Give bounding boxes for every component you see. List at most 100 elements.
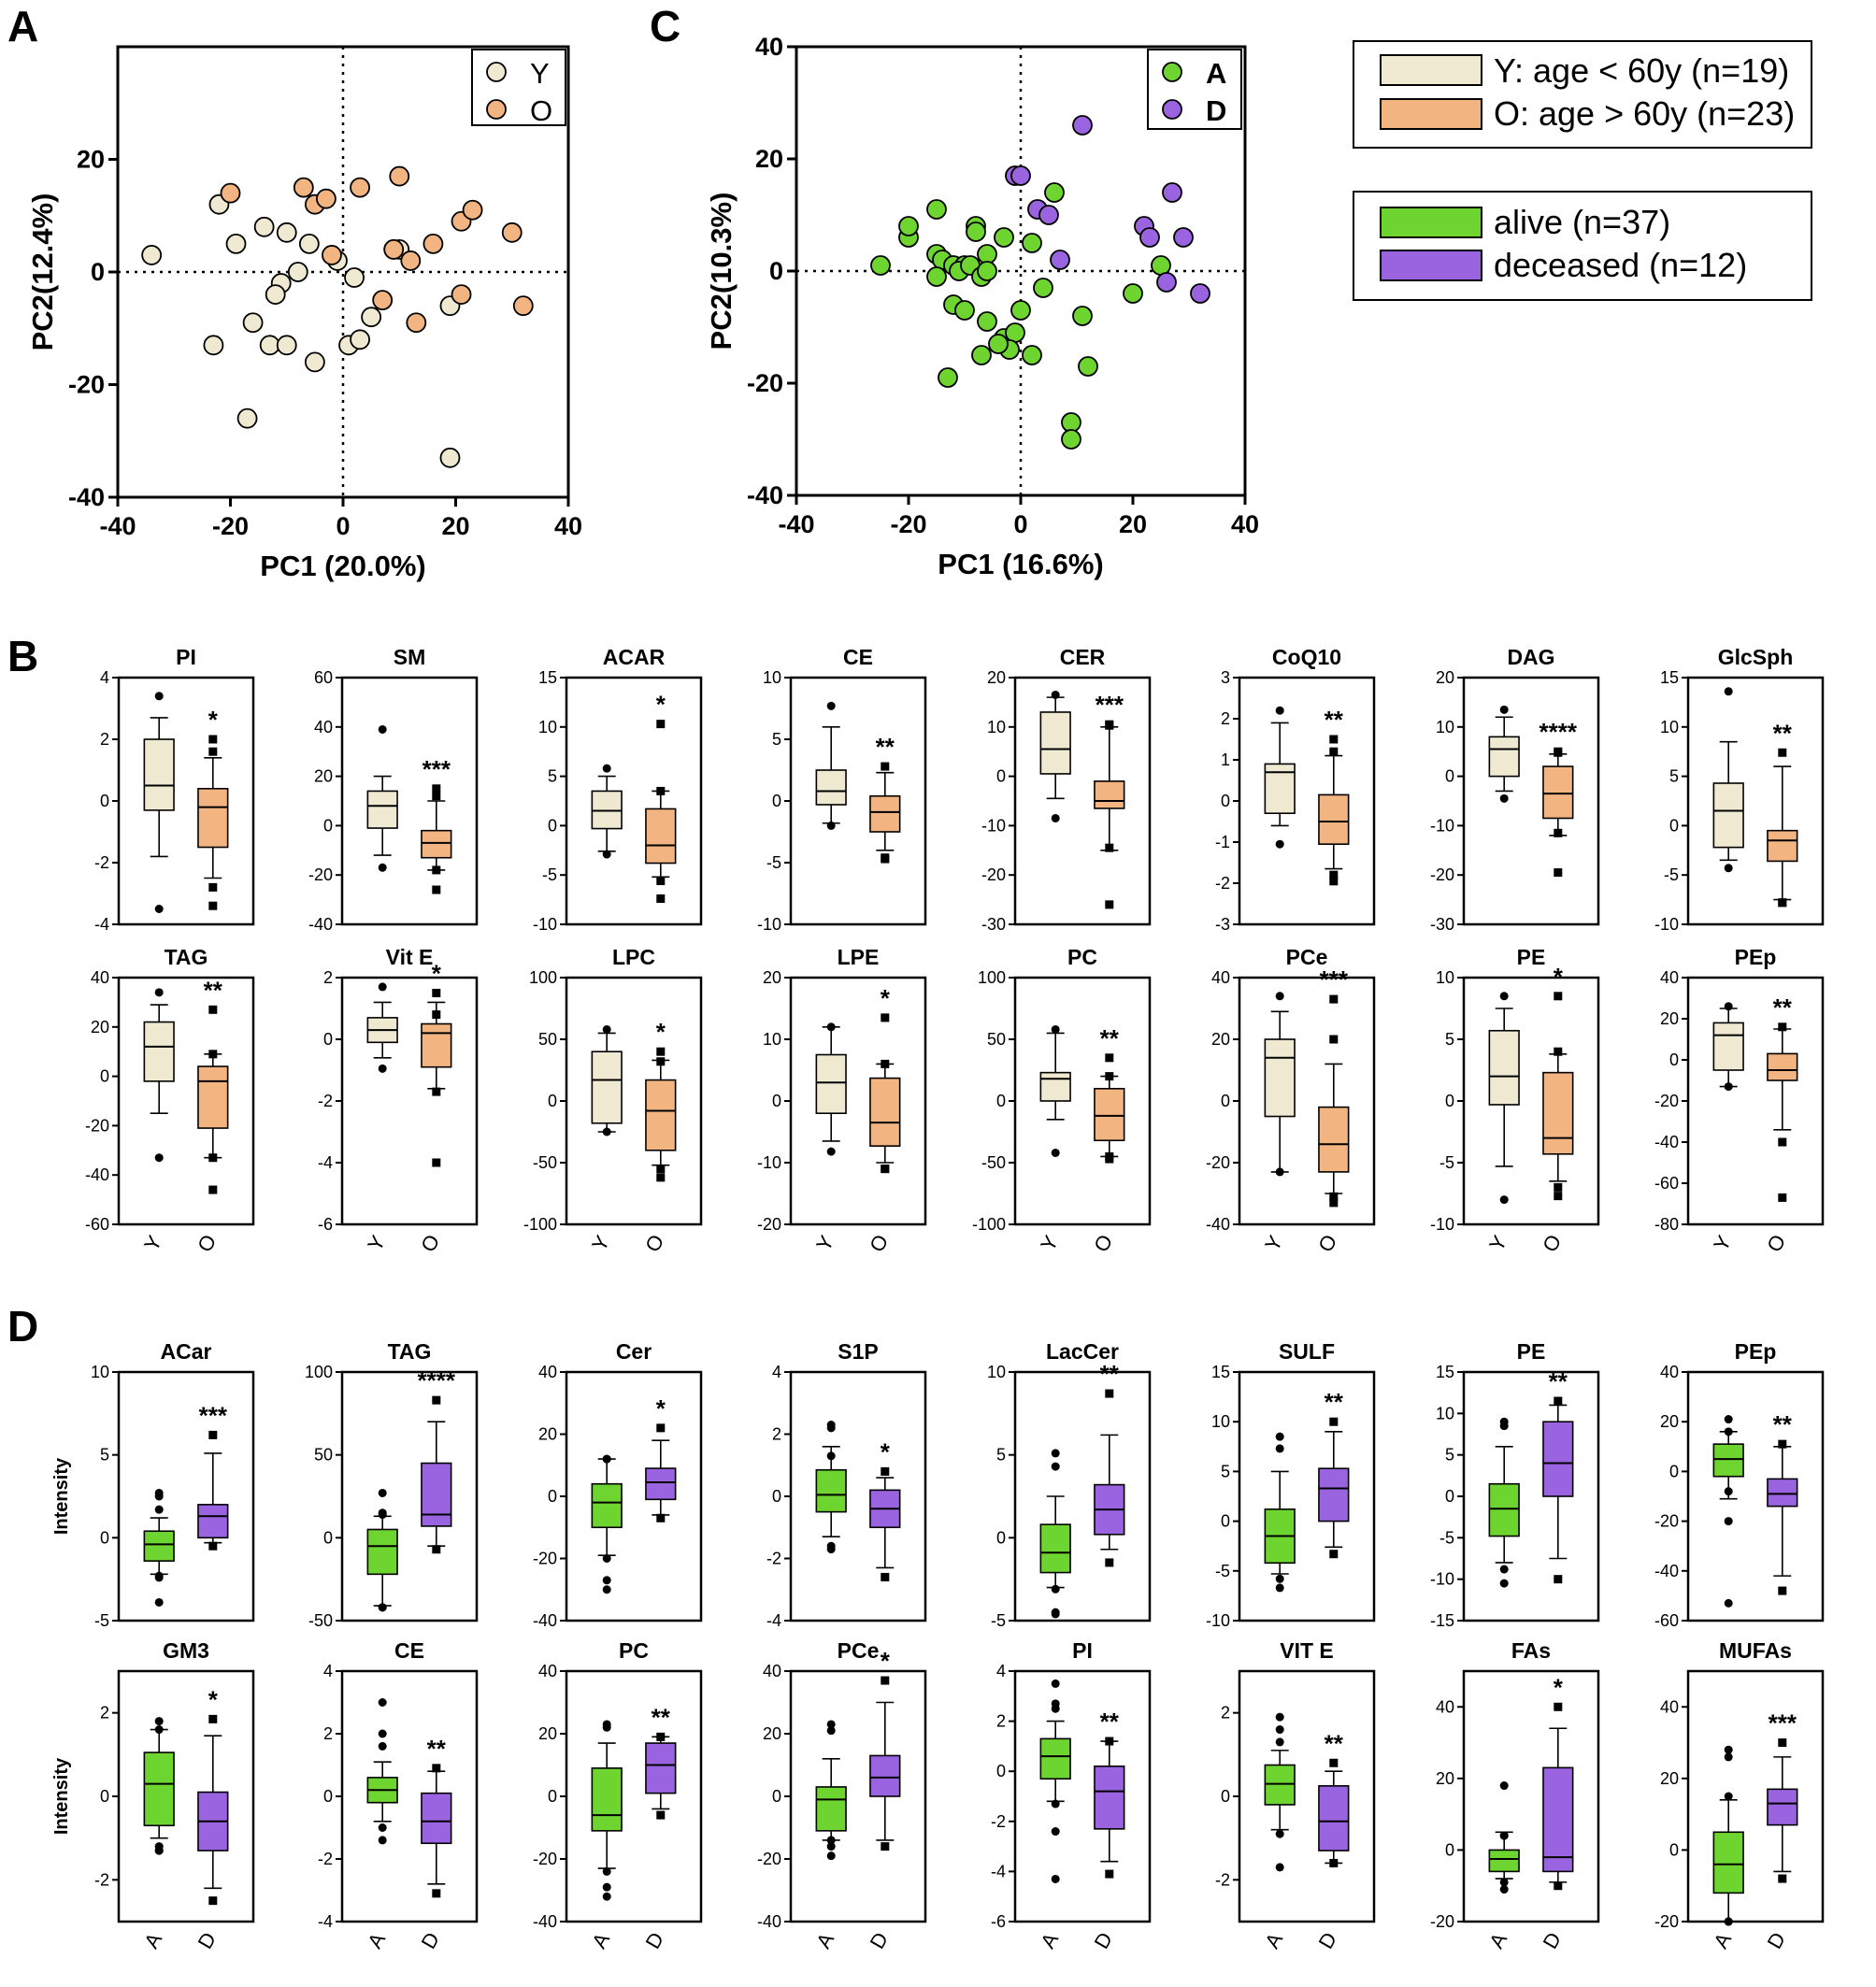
y-tick-label: -40 [1206, 1215, 1230, 1234]
y-tick-label: 40 [91, 968, 109, 987]
outlier-point [432, 1764, 441, 1773]
y-tick-label: 0 [100, 1528, 109, 1547]
y-tick-label: -5 [991, 1611, 1006, 1630]
outlier-point [208, 901, 218, 910]
scatter-point-o [400, 250, 422, 271]
y-tick-label: -2 [318, 1850, 333, 1868]
outlier-point [656, 877, 666, 886]
significance-marker: * [208, 1685, 219, 1713]
outlier-point [154, 692, 164, 701]
y-tick-label: 0 [323, 1787, 333, 1806]
iqr-box-a [591, 1767, 623, 1832]
scatter-point-y [242, 312, 264, 334]
x-tick-label: 0 [1013, 510, 1027, 538]
iqr-box-d [421, 1792, 452, 1845]
outlier-point [1724, 1517, 1733, 1526]
outlier-point [1275, 1574, 1284, 1583]
y-tick-label: 4 [772, 1363, 781, 1381]
scatter-plot-a: -40 -20 0 20 40 -40 -20 0 20 PC1 (20.0%) PC2(12.4%… [26, 45, 582, 582]
scatter-point-o [406, 312, 427, 334]
y-axis-label: PC2(10.3%) [705, 193, 738, 350]
significance-marker: ** [1100, 1024, 1120, 1052]
outlier-point [1499, 992, 1509, 1001]
outlier-point [1499, 705, 1509, 714]
iqr-box-a [1488, 1482, 1520, 1537]
outlier-point [656, 1165, 666, 1174]
y-tick-label: -20 [757, 1850, 781, 1868]
outlier-point [208, 882, 218, 892]
y-tick-label: 5 [1221, 1462, 1230, 1480]
scatter-point-y [141, 245, 163, 265]
outlier-point [1554, 1396, 1563, 1406]
boxplot-title: CoQ10 [1272, 645, 1341, 669]
outlier-point [1051, 1679, 1060, 1688]
iqr-box-o [1767, 829, 1798, 863]
scatter-point-o [512, 295, 534, 317]
iqr-box-a [1039, 1523, 1071, 1574]
y-tick-label: 0 [1221, 1512, 1230, 1531]
iqr-box-y [1712, 1022, 1744, 1071]
boxplot-cer: CER -30 -20 -10 0 10 20 *** [981, 645, 1152, 934]
y-tick-label: -5 [94, 1611, 109, 1630]
y-tick-label: 5 [1445, 1446, 1454, 1465]
y-tick-label: -4 [94, 915, 109, 934]
boxplot-title: LPE [838, 945, 880, 969]
outlier-point [1329, 1550, 1339, 1559]
boxplot-title: FAs [1511, 1638, 1551, 1663]
y-tick-label: -2 [318, 1092, 333, 1110]
scatter-point-d [1010, 165, 1031, 186]
panel-label-b: B [7, 632, 38, 680]
outlier-point [1724, 1082, 1733, 1092]
plot-frame [1013, 1669, 1152, 1923]
outlier-point [602, 850, 611, 859]
y-tick-label: 20 [77, 146, 105, 174]
plot-frame [1013, 1370, 1152, 1622]
outlier-point [208, 1714, 218, 1723]
y-tick-label: 0 [91, 258, 105, 286]
significance-marker: * [881, 1647, 891, 1675]
significance-marker: *** [1320, 965, 1349, 994]
y-tick-label: 10 [1660, 718, 1679, 736]
panel-label-c: C [650, 2, 680, 50]
outlier-point [1499, 793, 1509, 803]
y-axis-label: Intensity [51, 1757, 72, 1835]
legend-label-young: Y: age < 60y (n=19) [1494, 51, 1789, 90]
outlier-point [602, 1866, 611, 1876]
y-tick-label: 5 [1669, 767, 1679, 786]
legend-marker-a [1162, 62, 1182, 82]
x-axis-label: PC1 (16.6%) [938, 548, 1103, 580]
y-tick-label: -10 [1206, 1611, 1230, 1630]
y-tick-label: -5 [1439, 1528, 1454, 1547]
scatter-point-y [225, 233, 247, 254]
legend-marker-y [486, 62, 507, 82]
boxplot-coq10: CoQ10 -3 -2 -1 0 1 2 3 ** [1215, 645, 1376, 934]
iqr-box-o [1094, 780, 1125, 809]
outlier-point [154, 1597, 164, 1607]
outlier-point [826, 821, 836, 830]
significance-marker: * [656, 1018, 666, 1046]
scatter-point-a [1022, 233, 1042, 253]
boxplot-ce: CE -10 -5 0 5 10 ** [757, 645, 927, 934]
y-tick-label: 15 [1436, 1363, 1454, 1381]
significance-marker: ** [1773, 1410, 1793, 1438]
y-tick-label: -20 [1654, 1092, 1679, 1110]
y-tick-label: -5 [766, 853, 781, 872]
scatter-point-a [977, 261, 997, 281]
boxplot-title: PEp [1735, 945, 1777, 969]
scatter-point-y [361, 307, 382, 328]
outlier-point [378, 982, 387, 992]
y-tick-label: 0 [772, 1092, 781, 1110]
outlier-point [1051, 1874, 1060, 1883]
outlier-point [378, 863, 387, 872]
iqr-box-o [869, 794, 901, 833]
y-tick-label: -30 [981, 915, 1006, 934]
outlier-point [1051, 1024, 1060, 1034]
iqr-box-y [1039, 711, 1071, 775]
iqr-box-y [815, 769, 847, 806]
significance-marker: * [1554, 963, 1564, 991]
outlier-point [1778, 898, 1787, 908]
y-tick-label: -50 [981, 1153, 1006, 1172]
plot-frame [117, 1370, 255, 1622]
